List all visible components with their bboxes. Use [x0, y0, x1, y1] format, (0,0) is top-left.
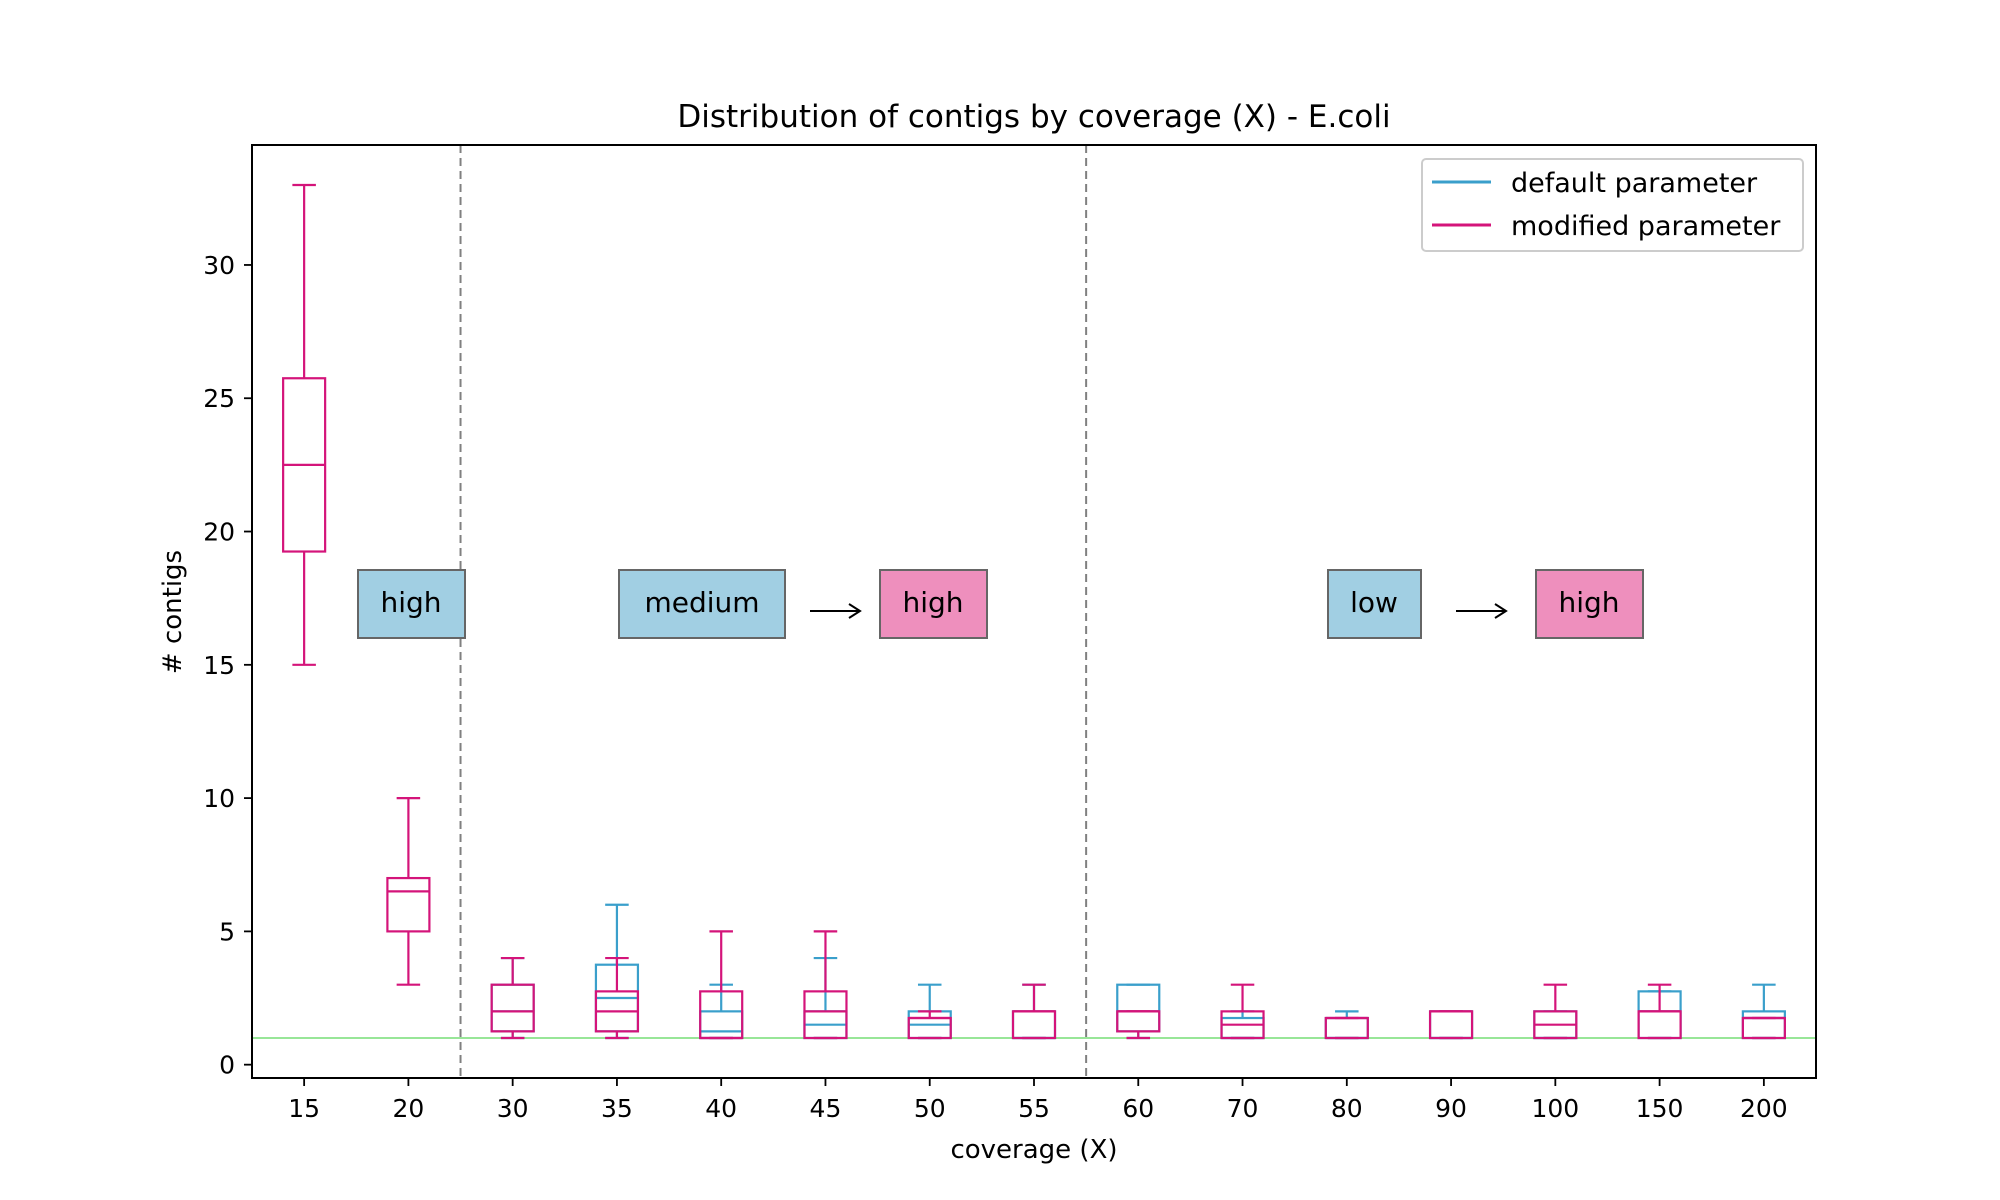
box-modified-parameter-20 [386, 796, 431, 986]
box-modified-parameter-40 [699, 930, 744, 1040]
annotation-text-high-low-to-high: high [1558, 586, 1619, 619]
annotation-box-low [1327, 569, 1422, 639]
y-axis: 0 5 10 15 20 25 30 [203, 251, 252, 1080]
box-modified-parameter-45 [803, 930, 848, 1040]
y-tick-label-30: 30 [203, 251, 235, 280]
y-tick-label-15: 15 [203, 651, 235, 680]
x-tick-label-20: 20 [392, 1094, 424, 1123]
box-modified-parameter-50 [907, 1010, 952, 1040]
annotation-text-low: low [1350, 586, 1398, 619]
y-tick-label-5: 5 [219, 917, 235, 946]
box-modified-parameter-35 [594, 956, 640, 1040]
box-modified-parameter-70 [1220, 983, 1265, 1040]
box-modified-parameter-100 [1533, 983, 1578, 1040]
x-tick-label-55: 55 [1018, 1094, 1050, 1123]
box-modified-parameter-80 [1324, 1016, 1369, 1040]
box-modified-parameter-150 [1637, 983, 1682, 1040]
annotation-text-high-medium-region: high [902, 586, 963, 619]
annotation-box-medium [618, 569, 786, 639]
x-tick-label-200: 200 [1740, 1094, 1788, 1123]
x-tick-label-50: 50 [914, 1094, 946, 1123]
chart-title: Distribution of contigs by coverage (X) … [677, 99, 1390, 135]
x-tick-label-40: 40 [705, 1094, 737, 1123]
x-tick-label-15: 15 [288, 1094, 320, 1123]
box-modified-parameter-55 [1011, 983, 1057, 1040]
arrow-head-low-to-high [1494, 603, 1508, 619]
x-tick-label-90: 90 [1435, 1094, 1467, 1123]
x-tick-label-150: 150 [1636, 1094, 1684, 1123]
y-tick-label-20: 20 [203, 518, 235, 547]
arrow-head-medium-to-high [848, 603, 862, 619]
annotation-text-high-low-region: high [380, 586, 441, 619]
x-tick-label-60: 60 [1122, 1094, 1154, 1123]
boxplot-layer [282, 183, 1786, 1040]
x-tick-label-70: 70 [1227, 1094, 1259, 1123]
series-modified-parameter [282, 183, 1786, 1040]
x-tick-label-35: 35 [601, 1094, 633, 1123]
y-tick-label-10: 10 [203, 784, 235, 813]
x-tick-label-80: 80 [1331, 1094, 1363, 1123]
annotation-box-high-low-region [357, 569, 466, 639]
x-axis: 15 20 30 35 40 45 50 55 60 70 80 90 100 150 200 [288, 1078, 1788, 1123]
box-modified-parameter-60 [1116, 1010, 1161, 1040]
box-body [803, 990, 848, 1040]
annotation-box-high-medium-region [879, 569, 988, 639]
box-modified-parameter-30 [490, 956, 535, 1040]
box-body [386, 876, 431, 933]
y-tick-label-25: 25 [203, 384, 235, 413]
x-tick-label-100: 100 [1531, 1094, 1579, 1123]
y-axis-label: # contigs [158, 550, 188, 674]
annotation-text-medium: medium [644, 586, 759, 619]
legend: default parameter modified parameter [1421, 158, 1804, 252]
x-tick-label-30: 30 [497, 1094, 529, 1123]
x-axis-label: coverage (X) [950, 1135, 1117, 1165]
y-tick-label-0: 0 [219, 1051, 235, 1080]
region-annotations: high medium high low high [357, 569, 1644, 639]
x-tick-label-45: 45 [810, 1094, 842, 1123]
annotation-box-high-low-to-high [1535, 569, 1644, 639]
legend-label-modified: modified parameter [1511, 211, 1781, 242]
box-modified-parameter-200 [1741, 1016, 1786, 1040]
legend-box [1421, 158, 1804, 252]
box-modified-parameter-15 [282, 183, 327, 666]
box-body [490, 983, 535, 1033]
box-modified-parameter-90 [1428, 1010, 1474, 1040]
legend-label-default: default parameter [1511, 168, 1758, 199]
